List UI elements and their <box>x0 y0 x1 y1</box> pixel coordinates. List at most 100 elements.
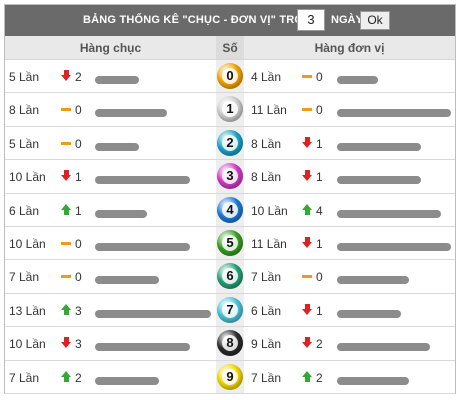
tens-bar-track <box>95 109 211 118</box>
tens-bar-track <box>95 76 211 84</box>
table-row: 7 Lần 0 6 7 Lần 0 <box>5 260 455 294</box>
days-input[interactable] <box>297 9 325 31</box>
tens-count: 8 Lần <box>9 103 40 118</box>
table-row: 7 Lần 2 9 7 Lần 2 <box>5 360 455 394</box>
table-row: 5 Lần 0 2 8 Lần 1 <box>5 126 455 161</box>
table-row: 10 Lần 0 5 11 Lần 1 <box>5 226 455 261</box>
arrow-down-icon <box>302 236 313 249</box>
tens-bar-track <box>95 209 211 218</box>
units-bar <box>337 76 378 84</box>
units-count: 7 Lần <box>251 270 282 285</box>
tens-delta: 0 <box>75 103 82 118</box>
units-delta: 2 <box>316 337 323 352</box>
tens-delta: 3 <box>75 303 82 318</box>
units-bar <box>337 209 441 218</box>
tens-count: 7 Lần <box>9 370 40 385</box>
tens-bar <box>95 109 167 118</box>
tens-delta: 1 <box>75 170 82 185</box>
ball-number: 7 <box>222 301 238 318</box>
table-row: 10 Lần 1 3 8 Lần 1 <box>5 160 455 194</box>
units-delta: 1 <box>316 303 323 318</box>
ball-number: 1 <box>222 101 238 118</box>
arrow-up-icon <box>61 303 72 316</box>
stats-rows: 5 Lần 2 0 4 Lần 0 8 Lần 0 1 11 Lần 0 5 L… <box>5 60 455 394</box>
dash-icon <box>302 70 313 82</box>
number-cell: 1 <box>216 93 244 126</box>
table-row: 13 Lần 3 7 6 Lần 1 <box>5 293 455 328</box>
units-bar-track <box>337 376 453 385</box>
table-row: 10 Lần 3 8 9 Lần 2 <box>5 327 455 361</box>
number-ball: 7 <box>217 296 243 323</box>
column-header-number: Số <box>216 36 244 60</box>
arrow-down-icon <box>302 337 313 349</box>
ball-number: 8 <box>222 335 238 352</box>
number-ball: 6 <box>217 263 243 290</box>
number-ball: 0 <box>217 63 243 89</box>
number-ball: 3 <box>217 163 243 190</box>
arrow-up-icon <box>61 370 72 383</box>
units-delta: 4 <box>316 203 323 218</box>
units-bar-track <box>337 309 453 318</box>
units-count: 8 Lần <box>251 170 282 185</box>
tens-delta: 3 <box>75 337 82 352</box>
units-delta: 0 <box>316 70 323 84</box>
number-cell: 7 <box>216 293 244 327</box>
ball-number: 2 <box>222 134 238 151</box>
ball-number: 3 <box>222 168 238 185</box>
tens-delta: 0 <box>75 136 82 151</box>
dash-icon <box>61 103 72 115</box>
tens-bar <box>95 142 139 151</box>
units-delta: 1 <box>316 236 323 251</box>
arrow-up-icon <box>302 203 313 216</box>
tens-bar <box>95 242 190 251</box>
tens-bar <box>95 276 159 285</box>
units-count: 4 Lần <box>251 70 282 84</box>
tens-bar-track <box>95 242 211 251</box>
units-bar <box>337 276 409 285</box>
tens-bar <box>95 376 159 385</box>
number-cell: 3 <box>216 160 244 193</box>
number-ball: 9 <box>217 363 243 390</box>
ok-button[interactable]: Ok <box>360 11 390 30</box>
tens-bar <box>95 343 190 352</box>
units-delta: 1 <box>316 170 323 185</box>
tens-delta: 0 <box>75 236 82 251</box>
units-bar <box>337 309 401 318</box>
units-bar-track <box>337 343 453 352</box>
ball-number: 0 <box>222 68 238 84</box>
units-delta: 1 <box>316 136 323 151</box>
units-count: 7 Lần <box>251 370 282 385</box>
tens-count: 6 Lần <box>9 203 40 218</box>
units-count: 8 Lần <box>251 136 282 151</box>
tens-bar-track <box>95 343 211 352</box>
tens-count: 7 Lần <box>9 270 40 285</box>
number-cell: 8 <box>216 327 244 360</box>
table-row: 8 Lần 0 1 11 Lần 0 <box>5 93 455 127</box>
units-count: 11 Lần <box>251 103 287 118</box>
header-title: BẢNG THỐNG KÊ "CHỤC - ĐƠN VỊ" TRONG <box>83 14 321 26</box>
dash-icon <box>61 137 72 149</box>
units-bar-track <box>337 276 453 285</box>
dash-icon <box>61 237 72 249</box>
tens-bar-track <box>95 176 211 185</box>
dash-icon <box>302 103 313 115</box>
tens-delta: 2 <box>75 370 82 385</box>
number-ball: 4 <box>217 196 243 223</box>
units-bar-track <box>337 209 453 218</box>
ball-number: 5 <box>222 234 238 251</box>
units-count: 6 Lần <box>251 303 282 318</box>
tens-count: 5 Lần <box>9 136 40 151</box>
units-bar-track <box>337 142 453 151</box>
tens-bar <box>95 76 139 84</box>
units-bar-track <box>337 76 453 84</box>
ball-number: 9 <box>222 368 238 385</box>
number-ball: 5 <box>217 229 243 256</box>
tens-delta: 0 <box>75 270 82 285</box>
arrow-down-icon <box>302 136 313 149</box>
arrow-up-icon <box>302 370 313 383</box>
units-delta: 0 <box>316 103 323 118</box>
units-bar <box>337 376 409 385</box>
dash-icon <box>302 270 313 282</box>
units-bar-track <box>337 109 453 118</box>
tens-bar <box>95 209 147 218</box>
